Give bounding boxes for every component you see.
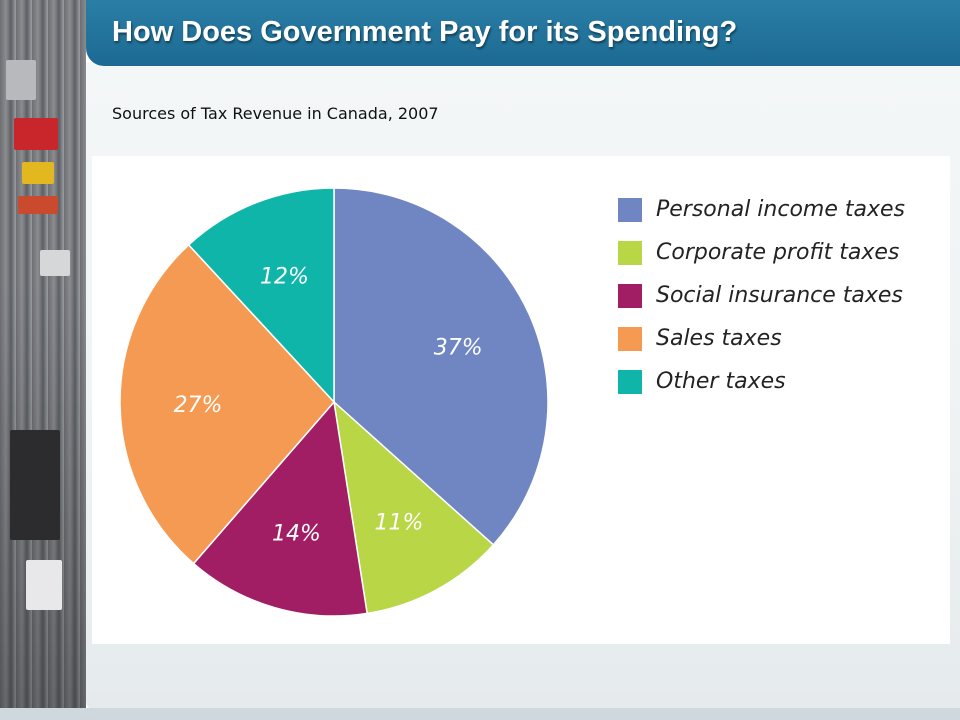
photo-sign xyxy=(14,118,58,150)
photo-building xyxy=(6,60,36,100)
slice-data-label: 27% xyxy=(174,393,223,418)
slice-data-label: 14% xyxy=(272,522,321,547)
legend-label: Corporate profit taxes xyxy=(656,240,900,265)
legend-label: Personal income taxes xyxy=(656,197,905,222)
legend-item: Corporate profit taxes xyxy=(618,231,905,274)
chart-legend: Personal income taxes Corporate profit ta… xyxy=(618,188,905,403)
legend-label: Sales taxes xyxy=(656,326,782,351)
legend-item: Other taxes xyxy=(618,360,905,403)
chart-subtitle: Sources of Tax Revenue in Canada, 2007 xyxy=(112,104,439,123)
legend-label: Other taxes xyxy=(656,369,786,394)
slide-title: How Does Government Pay for its Spending… xyxy=(112,16,738,48)
pie-slice-0 xyxy=(333,187,549,546)
photo-building xyxy=(40,250,70,276)
chart-area: 37% 11% 14% 27% 12% Personal income taxes Cor… xyxy=(92,156,950,644)
legend-swatch xyxy=(618,283,642,308)
title-bar: How Does Government Pay for its Spending… xyxy=(86,0,960,66)
legend-swatch xyxy=(618,326,642,351)
legend-item: Personal income taxes xyxy=(618,188,905,231)
photo-sign xyxy=(22,162,54,184)
pie-chart: 37% 11% 14% 27% 12% xyxy=(119,187,549,617)
photo-pedestrian xyxy=(26,560,62,610)
slice-data-label: 11% xyxy=(374,511,423,536)
background-photo xyxy=(0,0,86,720)
slice-data-label: 37% xyxy=(434,336,483,361)
pie-slice-4 xyxy=(187,187,335,404)
pie-slice-2 xyxy=(192,400,369,617)
legend-item: Social insurance taxes xyxy=(618,274,905,317)
legend-label: Social insurance taxes xyxy=(656,283,903,308)
legend-swatch xyxy=(618,240,642,265)
slice-data-label: 12% xyxy=(260,264,309,289)
photo-pedestrian xyxy=(10,430,60,540)
photo-sign xyxy=(18,196,58,214)
legend-item: Sales taxes xyxy=(618,317,905,360)
pie-slice-1 xyxy=(332,400,495,615)
legend-swatch xyxy=(618,369,642,394)
pie-slice-3 xyxy=(119,243,336,565)
bottom-rule xyxy=(0,708,960,720)
legend-swatch xyxy=(618,197,642,222)
